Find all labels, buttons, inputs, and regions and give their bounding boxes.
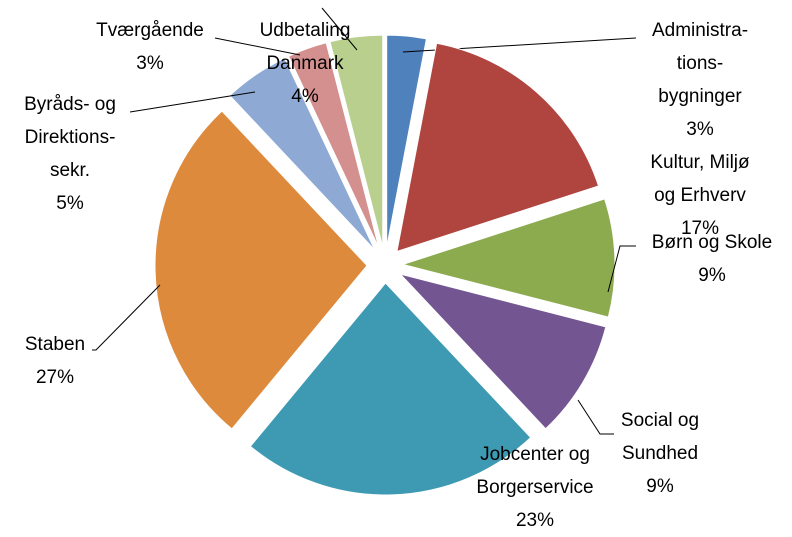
value-label: 9%	[646, 476, 674, 497]
leader-line	[577, 399, 614, 435]
leader-line	[92, 284, 161, 351]
slice-label: Børn og Skole 9%	[612, 226, 792, 292]
slice-label: Jobcenter og Borgerservice 23%	[435, 438, 635, 537]
slice-label: Social og Sundhed 9%	[560, 404, 760, 503]
slice-label: Kultur, Miljø og Erhverv 17%	[600, 146, 792, 245]
value-label: 23%	[515, 510, 555, 531]
category-label: Udbetaling Danmark	[259, 20, 351, 74]
slice-label: Tværgående 3%	[50, 14, 250, 80]
pie-slice	[386, 34, 428, 248]
leader-line	[214, 37, 301, 56]
category-label: Tværgående	[96, 20, 204, 41]
value-label: 5%	[56, 193, 84, 214]
pie-slice	[396, 42, 600, 253]
pie-slice	[401, 198, 616, 318]
category-label: Byråds- og Direktions- sekr.	[24, 94, 116, 181]
leader-line	[607, 245, 636, 293]
category-label: Jobcenter og Borgerservice	[476, 444, 594, 498]
value-label: 3%	[686, 119, 714, 140]
category-label: Kultur, Miljø og Erhverv	[650, 152, 750, 206]
category-label: Staben	[24, 334, 86, 355]
value-label: 17%	[680, 218, 720, 239]
pie-slice	[154, 110, 368, 430]
category-label: Administra- tions- bygninger	[651, 20, 749, 107]
value-label: 27%	[35, 367, 75, 388]
value-label: 3%	[136, 53, 164, 74]
leader-line	[129, 91, 256, 113]
pie-slice	[249, 282, 532, 496]
slice-label: Staben 27%	[0, 328, 155, 394]
pie-slice	[329, 34, 384, 248]
value-label: 9%	[698, 265, 726, 286]
leader-line	[321, 7, 358, 51]
slice-label: Udbetaling Danmark 4%	[205, 14, 405, 113]
slice-label: Byråds- og Direktions- sekr. 5%	[0, 88, 170, 220]
slice-label: Administra- tions- bygninger 3%	[600, 14, 792, 146]
pie-slice	[287, 42, 380, 249]
category-label: Social og Sundhed	[620, 410, 700, 464]
category-label: Børn og Skole	[651, 232, 773, 253]
value-label: 4%	[291, 86, 319, 107]
pie-slice	[398, 273, 607, 430]
